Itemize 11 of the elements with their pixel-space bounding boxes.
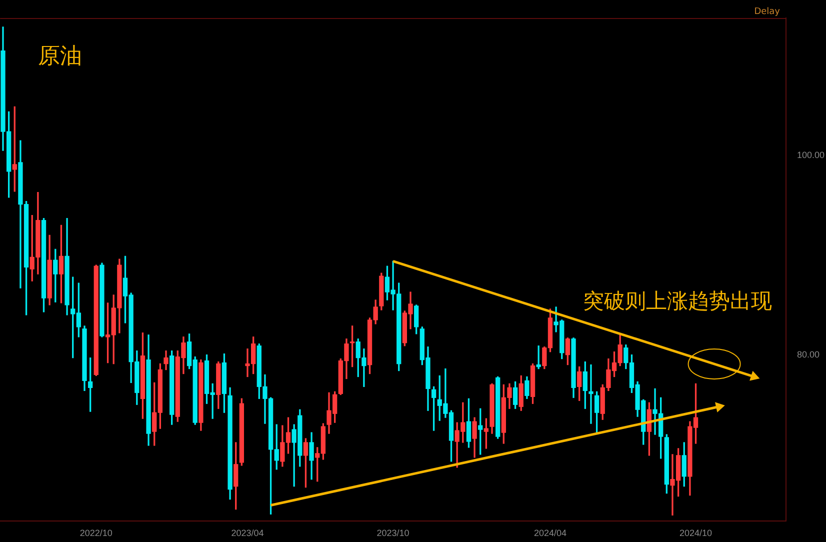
y-tick-label: 100.00 (797, 150, 825, 160)
text: 原油 (38, 44, 82, 69)
text: Delay (754, 7, 781, 17)
y-tick-label: 80.00 (797, 349, 820, 360)
x-tick-label: 2024/10 (679, 528, 712, 538)
x-tick-label: 2023/04 (231, 528, 264, 538)
annotation: 突破则上涨趋势出现 (583, 289, 772, 313)
x-tick-label: 2022/10 (80, 528, 112, 538)
x-tick-label: 2023/10 (376, 528, 410, 538)
candlestick (588, 364, 594, 424)
x-tick-label: 2024/04 (534, 528, 566, 538)
